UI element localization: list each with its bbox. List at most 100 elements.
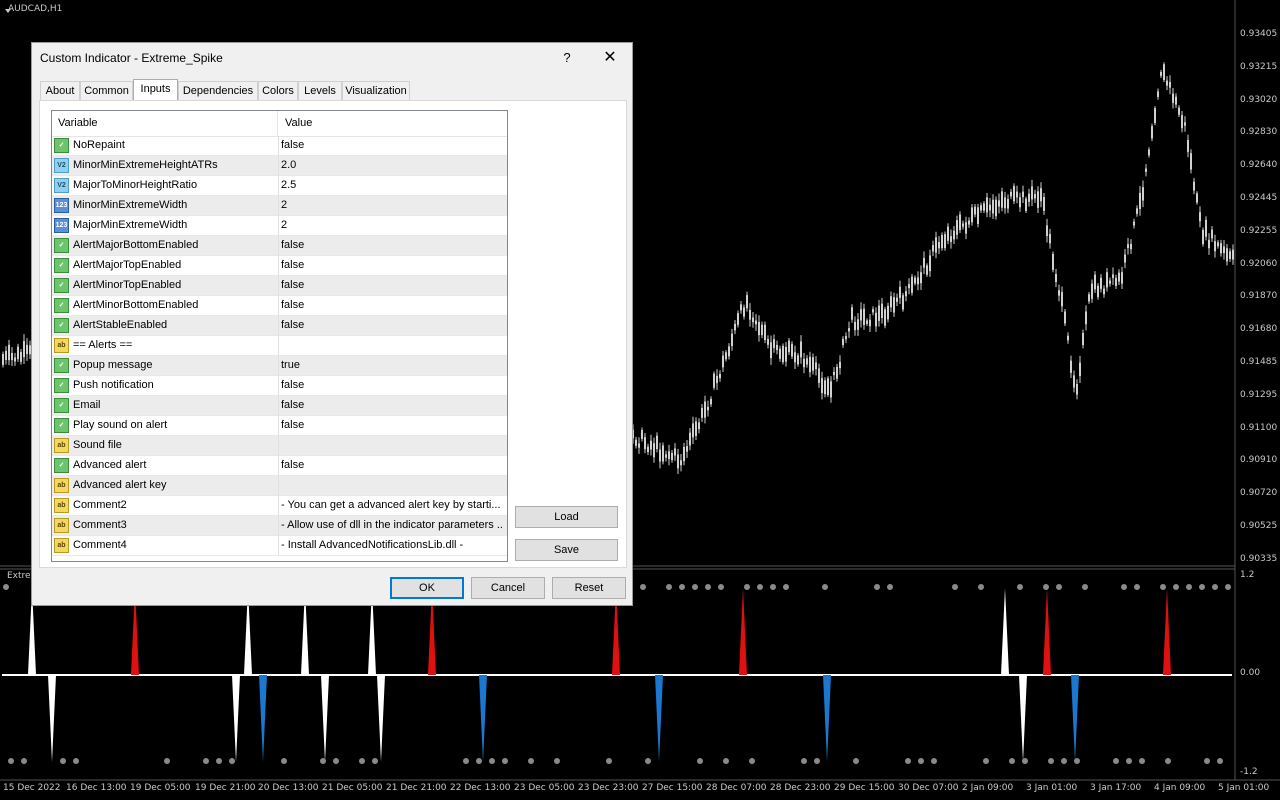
candle-body xyxy=(1202,229,1204,245)
signal-dot xyxy=(1225,584,1231,590)
row-value[interactable]: 2 xyxy=(281,199,288,211)
table-row[interactable]: ✓ AlertMinorTopEnabled false xyxy=(52,276,507,296)
row-value[interactable] xyxy=(281,336,503,355)
row-value[interactable] xyxy=(281,436,503,455)
candle-body xyxy=(965,222,967,234)
signal-dot xyxy=(853,758,859,764)
row-value[interactable]: 2 xyxy=(281,219,288,231)
candle-body xyxy=(974,206,976,215)
tab-inputs[interactable]: Inputs xyxy=(133,79,178,100)
spike-bottom-mark xyxy=(232,675,240,762)
chevron-down-icon xyxy=(5,9,11,13)
load-button[interactable]: Load xyxy=(515,506,618,528)
candle-body xyxy=(806,358,808,365)
candle-body xyxy=(725,352,727,360)
spike-bottom-mark xyxy=(655,675,663,762)
spike-top-mark xyxy=(131,588,139,675)
row-value[interactable]: 2.0 xyxy=(281,159,297,171)
cancel-button[interactable]: Cancel xyxy=(471,577,545,599)
row-value[interactable]: 2.5 xyxy=(281,179,297,191)
date-tick-label: 23 Dec 23:00 xyxy=(578,783,639,793)
table-row[interactable]: ✓ AlertMajorTopEnabled false xyxy=(52,256,507,276)
tab-levels[interactable]: Levels xyxy=(298,81,342,100)
row-value[interactable]: false xyxy=(281,299,305,311)
signal-dot xyxy=(1074,758,1080,764)
row-value[interactable]: false xyxy=(281,139,305,151)
custom-indicator-dialog: Custom Indicator - Extreme_Spike ? ✕ Abo… xyxy=(31,42,633,606)
spike-top-mark xyxy=(739,588,747,675)
signal-dot xyxy=(905,758,911,764)
table-row[interactable]: ab Comment3 - Allow use of dll in the indi… xyxy=(52,516,507,536)
column-divider xyxy=(278,236,279,255)
candle-body xyxy=(968,220,970,225)
table-row[interactable]: ab Comment2 - You can get a advanced alert… xyxy=(52,496,507,516)
table-row[interactable]: ab Comment4 - Install AdvancedNotification… xyxy=(52,536,507,556)
candle-body xyxy=(899,286,901,298)
signal-dot xyxy=(640,584,646,590)
ok-button[interactable]: OK xyxy=(390,577,464,599)
table-row[interactable]: ✓ Push notification false xyxy=(52,376,507,396)
candle-body xyxy=(1229,251,1231,259)
column-header-value[interactable]: Value xyxy=(285,117,313,129)
price-tick-label: 0.93215 xyxy=(1240,61,1278,72)
row-value[interactable]: false xyxy=(281,379,305,391)
candle-body xyxy=(812,357,814,371)
table-row[interactable]: ✓ AlertStableEnabled false xyxy=(52,316,507,336)
spike-bottom-mark xyxy=(1071,675,1079,762)
spike-bottom-mark xyxy=(377,675,385,762)
row-value[interactable]: - Install AdvancedNotificationsLib.dll - xyxy=(281,539,464,551)
table-row[interactable]: ✓ Play sound on alert false xyxy=(52,416,507,436)
table-row[interactable]: ab Advanced alert key xyxy=(52,476,507,496)
inputs-grid[interactable]: Variable Value ✓ NoRepaint false V2 MinorMin… xyxy=(51,110,508,562)
row-value[interactable]: false xyxy=(281,419,305,431)
row-value[interactable]: true xyxy=(281,359,300,371)
column-divider xyxy=(278,356,279,375)
candle-body xyxy=(644,437,646,450)
table-row[interactable]: ✓ AlertMinorBottomEnabled false xyxy=(52,296,507,316)
table-row[interactable]: 123 MinorMinExtremeWidth 2 xyxy=(52,196,507,216)
column-divider xyxy=(278,336,279,355)
candle-body xyxy=(692,423,694,438)
table-row[interactable]: ✓ AlertMajorBottomEnabled false xyxy=(52,236,507,256)
row-value[interactable]: false xyxy=(281,399,305,411)
close-button[interactable]: ✕ xyxy=(603,49,617,66)
candle-body xyxy=(758,321,760,336)
table-row[interactable]: V2 MinorMinExtremeHeightATRs 2.0 xyxy=(52,156,507,176)
table-row[interactable]: ✓ Popup message true xyxy=(52,356,507,376)
tab-common[interactable]: Common xyxy=(80,81,133,100)
row-value[interactable]: - Allow use of dll in the indicator para… xyxy=(281,519,503,531)
candle-body xyxy=(995,199,997,217)
price-tick-label: 0.90720 xyxy=(1240,488,1278,499)
table-row[interactable]: ab == Alerts == xyxy=(52,336,507,356)
candle-body xyxy=(842,338,844,346)
row-value[interactable] xyxy=(281,476,503,495)
column-divider xyxy=(278,396,279,415)
table-row[interactable]: ✓ Email false xyxy=(52,396,507,416)
row-value[interactable]: false xyxy=(281,319,305,331)
table-row[interactable]: ✓ Advanced alert false xyxy=(52,456,507,476)
table-row[interactable]: 123 MajorMinExtremeWidth 2 xyxy=(52,216,507,236)
reset-button[interactable]: Reset xyxy=(552,577,626,599)
candle-body xyxy=(875,312,877,327)
table-row[interactable]: ab Sound file xyxy=(52,436,507,456)
tab-visualization[interactable]: Visualization xyxy=(342,81,410,100)
save-button[interactable]: Save xyxy=(515,539,618,561)
row-value[interactable]: false xyxy=(281,459,305,471)
tab-dependencies[interactable]: Dependencies xyxy=(178,81,258,100)
signal-dot xyxy=(749,758,755,764)
help-button[interactable]: ? xyxy=(563,50,571,65)
signal-dot xyxy=(216,758,222,764)
row-value[interactable]: false xyxy=(281,279,305,291)
table-row[interactable]: V2 MajorToMinorHeightRatio 2.5 xyxy=(52,176,507,196)
tab-about[interactable]: About xyxy=(40,81,80,100)
row-value[interactable]: - You can get a advanced alert key by st… xyxy=(281,499,501,511)
table-row[interactable]: ✓ NoRepaint false xyxy=(52,136,507,156)
candle-body xyxy=(983,203,985,211)
row-value[interactable]: false xyxy=(281,239,305,251)
date-tick-label: 15 Dec 2022 xyxy=(3,783,61,793)
column-header-variable[interactable]: Variable xyxy=(52,111,278,136)
candle-body xyxy=(998,200,1000,207)
tab-colors[interactable]: Colors xyxy=(258,81,298,100)
row-value[interactable]: false xyxy=(281,259,305,271)
candle-body xyxy=(1232,249,1234,260)
